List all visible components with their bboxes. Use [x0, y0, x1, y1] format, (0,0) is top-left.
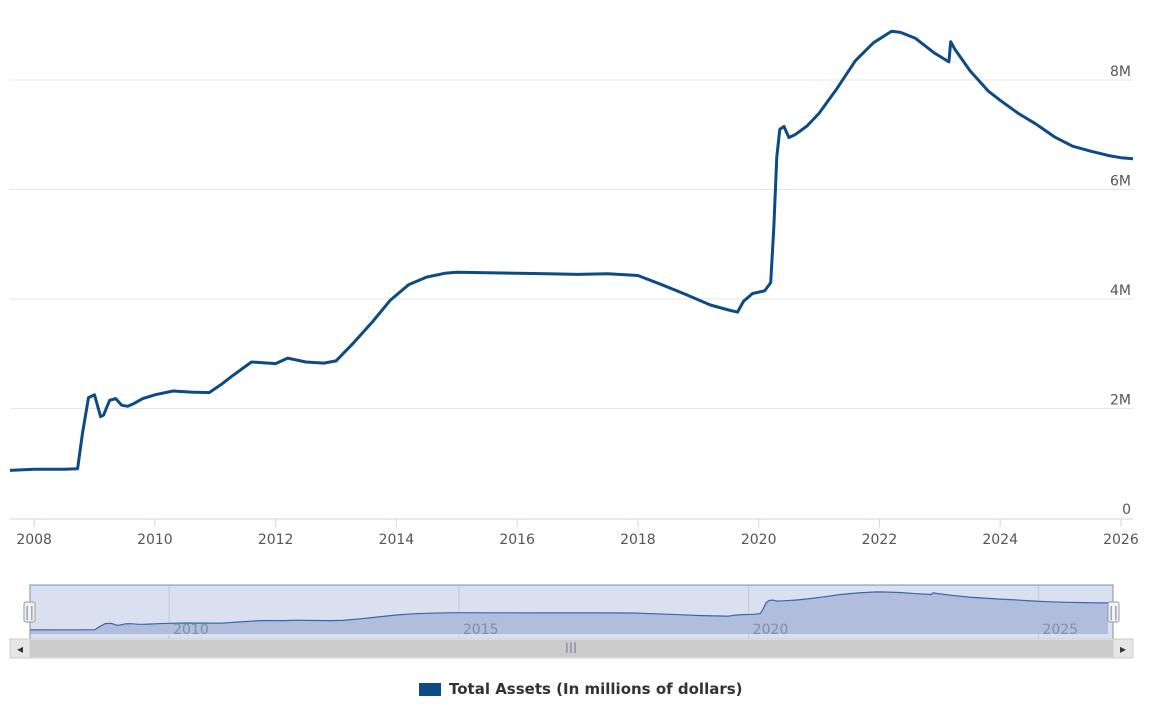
- handle-grip-right: ||: [1109, 605, 1118, 621]
- navigator-tick-label: 2025: [1042, 622, 1078, 638]
- scrollbar[interactable]: III ◂ ▸: [9, 638, 1134, 659]
- scroll-right-icon: ▸: [1120, 642, 1126, 656]
- navigator-tick-label: 2020: [753, 622, 789, 638]
- scroll-right-button[interactable]: [1112, 638, 1134, 659]
- scroll-left-icon: ◂: [17, 642, 23, 656]
- navigator-left-handle[interactable]: ||: [23, 601, 36, 623]
- x-tick-label: 2020: [741, 532, 777, 548]
- total-assets-line[interactable]: [9, 29, 1134, 472]
- x-tick-label: 2014: [379, 532, 415, 548]
- y-tick-label: 6M: [1110, 174, 1131, 190]
- legend-item[interactable]: Total Assets (In millions of dollars): [419, 680, 743, 698]
- legend-label: Total Assets (In millions of dollars): [449, 680, 743, 698]
- navigator[interactable]: 2010 2015 2020 2025 || ||: [10, 584, 1133, 640]
- x-tick-label: 2008: [16, 532, 52, 548]
- handle-grip-left: ||: [25, 605, 34, 621]
- x-tick-label: 2016: [499, 532, 535, 548]
- x-axis-labels: 2008 2010 2012 2014 2016 2018 2020 2022 2024 2026: [16, 519, 1139, 548]
- y-tick-label: 0: [1122, 502, 1131, 518]
- x-tick-label: 2026: [1103, 532, 1139, 548]
- x-tick-label: 2010: [137, 532, 173, 548]
- x-tick-label: 2024: [982, 532, 1018, 548]
- scrollbar-thumb[interactable]: [30, 640, 1113, 657]
- y-tick-label: 4M: [1110, 283, 1131, 299]
- navigator-tick-label: 2010: [173, 622, 209, 638]
- x-tick-label: 2012: [258, 532, 294, 548]
- scroll-left-button[interactable]: [9, 638, 31, 659]
- y-tick-label: 2M: [1110, 393, 1131, 409]
- x-tick-label: 2022: [862, 532, 898, 548]
- legend-swatch: [419, 682, 441, 696]
- scrollbar-grip: III: [565, 641, 577, 657]
- navigator-selected-range[interactable]: [29, 584, 1114, 640]
- x-tick-label: 2018: [620, 532, 656, 548]
- navigator-tick-label: 2015: [463, 622, 499, 638]
- y-axis-labels: 0 2M 4M 6M 8M: [1110, 64, 1131, 518]
- grid-lines: [10, 79, 1133, 409]
- y-tick-label: 8M: [1110, 64, 1131, 80]
- navigator-series-line: [29, 591, 1109, 631]
- navigator-right-handle[interactable]: ||: [1107, 601, 1120, 623]
- navigator-tick-labels: 2010 2015 2020 2025: [173, 622, 1078, 638]
